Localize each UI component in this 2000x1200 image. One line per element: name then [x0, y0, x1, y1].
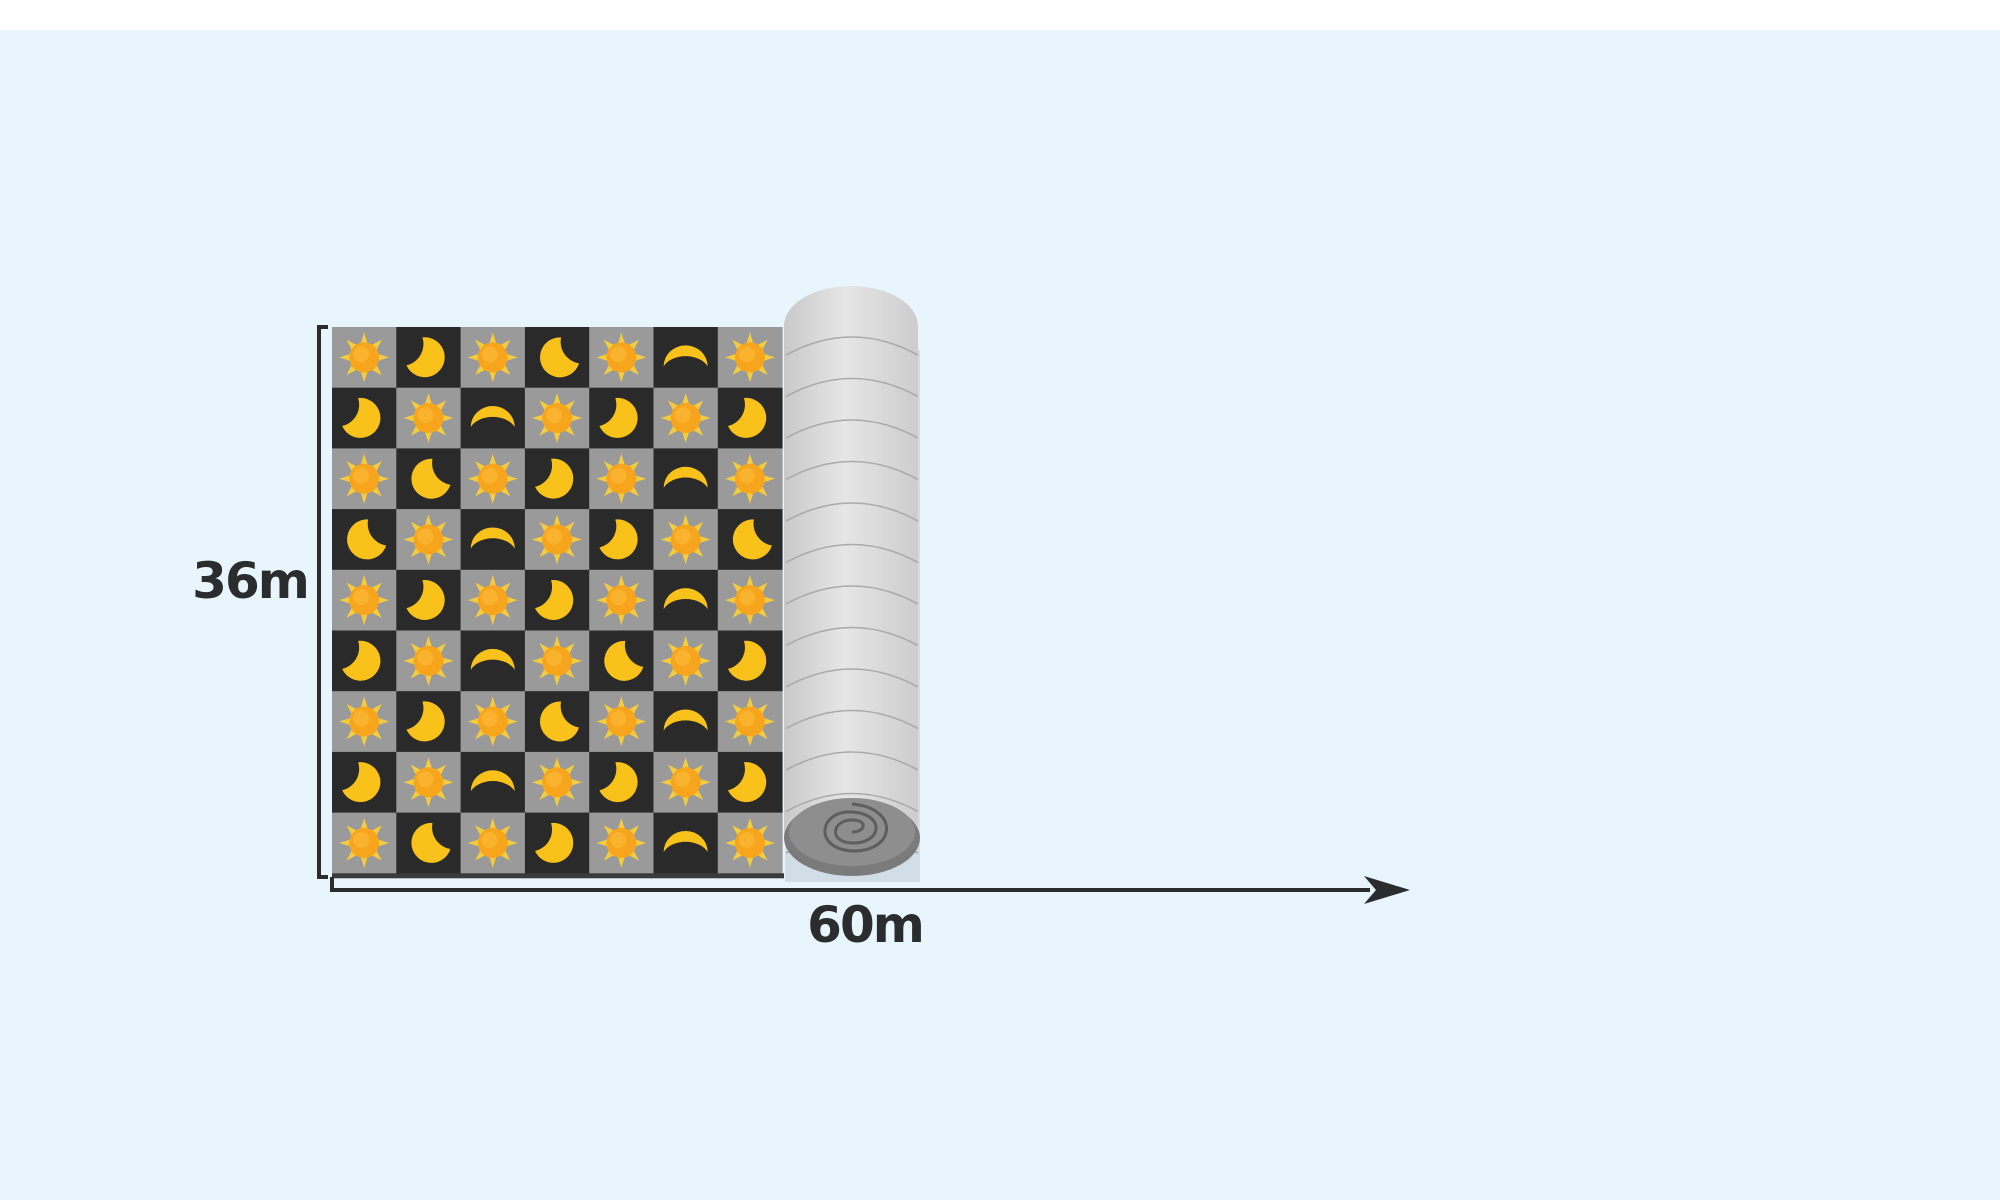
dark-tile [460, 630, 526, 692]
width-label: 60m [807, 896, 923, 954]
dark-tile [653, 448, 719, 510]
roll-body [784, 286, 918, 838]
sun-icon [403, 757, 454, 808]
crescent-moon-icon [411, 822, 451, 863]
sun-icon [724, 453, 775, 504]
sun-icon [339, 817, 390, 868]
sun-icon [339, 332, 390, 383]
carpet-edge [332, 873, 784, 879]
sun-icon [724, 332, 775, 383]
sun-icon [467, 575, 518, 626]
crescent-moon-icon [604, 640, 644, 681]
arc-moon-icon [663, 345, 708, 367]
roll-wrap-line [785, 792, 919, 813]
roll-wrap-line [785, 502, 919, 522]
sun-icon [596, 332, 647, 383]
dark-tile [460, 387, 526, 449]
arc-moon-icon [470, 770, 515, 792]
dark-tile [653, 569, 719, 631]
crescent-moon-icon [342, 397, 381, 438]
sun-icon [403, 393, 454, 444]
roll-wrap-line [785, 419, 919, 439]
sun-icon [532, 635, 583, 686]
arc-moon-icon [663, 466, 708, 488]
sun-icon [467, 453, 518, 504]
roll-wrap-line [785, 336, 919, 356]
arc-moon-icon [663, 830, 708, 852]
roll-wrap-line [785, 626, 919, 647]
crescent-moon-icon [727, 640, 767, 681]
height-bracket [317, 325, 328, 879]
carpet-pattern [332, 327, 784, 879]
crescent-moon-icon [535, 580, 574, 621]
sun-icon [724, 817, 775, 868]
roll-wrap-lines [785, 336, 919, 854]
roll-wrap-line [785, 709, 919, 730]
sun-icon [339, 696, 390, 747]
sun-icon [596, 453, 647, 504]
arc-moon-icon [663, 709, 708, 731]
crescent-moon-icon [727, 762, 767, 803]
sun-icon [660, 757, 711, 808]
sun-icon [339, 453, 390, 504]
arc-moon-icon [470, 406, 515, 428]
sun-icon [403, 514, 454, 565]
sun-icon [660, 514, 711, 565]
crescent-moon-icon [342, 762, 381, 803]
height-label: 36m [192, 552, 308, 610]
width-arrow-line [330, 877, 1370, 892]
dark-tile [653, 327, 719, 389]
sun-icon [596, 575, 647, 626]
dark-tile [460, 751, 526, 814]
roll-wrap-line [785, 585, 919, 605]
crescent-moon-icon [599, 762, 638, 803]
sun-icon [724, 575, 775, 626]
sun-icon [467, 817, 518, 868]
sun-icon [724, 696, 775, 747]
crescent-moon-icon [406, 701, 445, 742]
arc-moon-icon [663, 588, 708, 610]
sun-icon [403, 635, 454, 686]
crescent-moon-icon [406, 580, 445, 621]
roll-wrap-line [785, 460, 919, 481]
sun-icon [467, 332, 518, 383]
roll-wrap-line [785, 751, 919, 771]
roll-wrap-line [785, 377, 919, 398]
carpet-roll [784, 286, 920, 882]
crescent-moon-icon [599, 519, 638, 560]
sun-icon [467, 696, 518, 747]
crescent-moon-icon [539, 701, 580, 742]
sun-icon [339, 575, 390, 626]
sun-icon [660, 635, 711, 686]
roll-wrap-line [785, 543, 919, 564]
crescent-moon-icon [599, 397, 638, 438]
roll-spiral [823, 802, 888, 853]
crescent-moon-icon [347, 519, 387, 560]
sun-icon [596, 696, 647, 747]
dark-tile [653, 691, 719, 753]
crescent-moon-icon [342, 640, 381, 681]
sun-icon [532, 757, 583, 808]
sun-icon [660, 393, 711, 444]
dark-tile [460, 509, 526, 571]
arc-moon-icon [470, 648, 515, 670]
crescent-moon-icon [539, 337, 580, 378]
crescent-moon-icon [535, 458, 574, 499]
crescent-moon-icon [732, 519, 772, 560]
roll-wrap-line [785, 668, 919, 688]
sun-icon [532, 393, 583, 444]
arrow-head-icon [1364, 876, 1410, 904]
crescent-moon-icon [727, 397, 767, 438]
crescent-moon-icon [406, 337, 445, 378]
sun-icon [596, 817, 647, 868]
arc-moon-icon [470, 527, 515, 549]
crescent-moon-icon [411, 458, 451, 499]
sun-icon [532, 514, 583, 565]
dark-tile [653, 812, 719, 874]
crescent-moon-icon [535, 822, 574, 863]
